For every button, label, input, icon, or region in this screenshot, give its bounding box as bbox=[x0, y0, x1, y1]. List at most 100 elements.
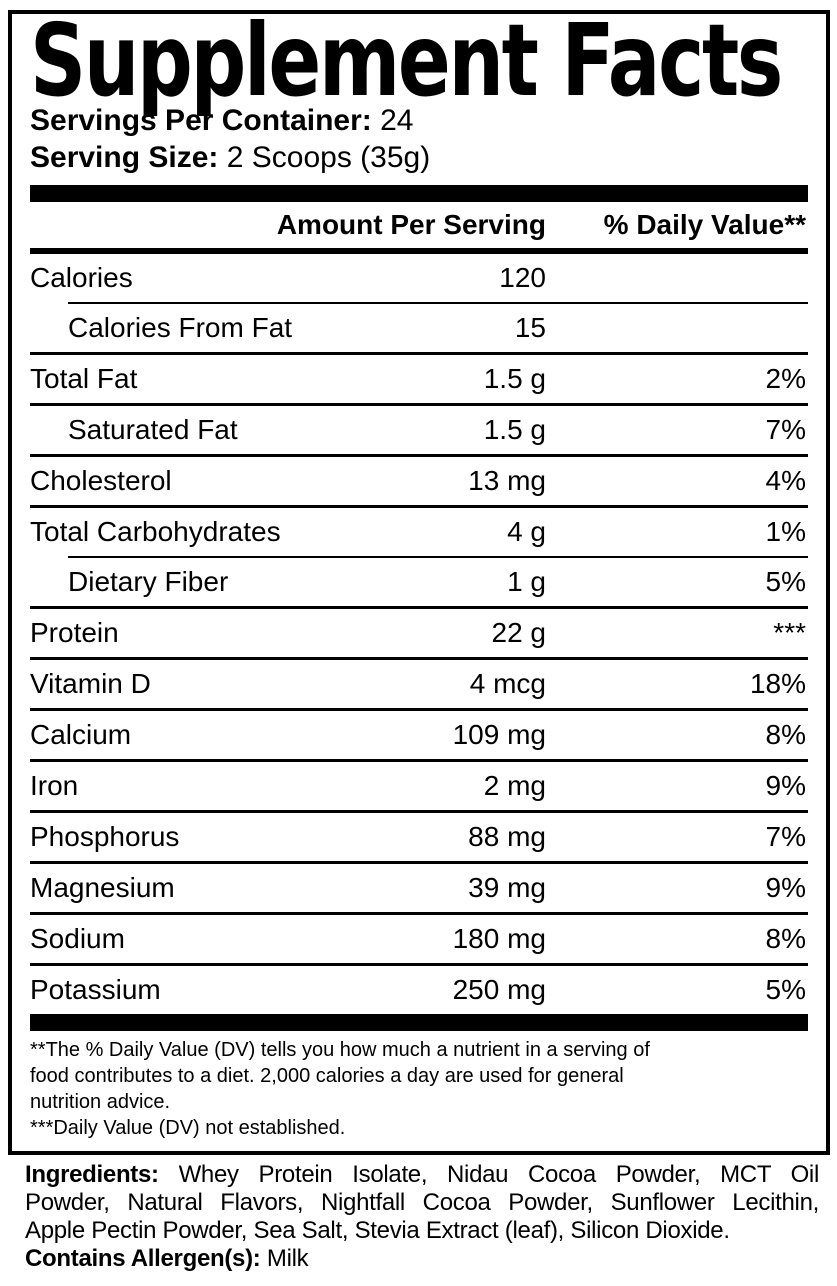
table-row-calories-from-fat: Calories From Fat 15 bbox=[30, 304, 808, 352]
ingredients-line-3: Apple Pectin Powder, Sea Salt, Stevia Ex… bbox=[25, 1217, 730, 1244]
table-row-total-carbohydrates: Total Carbohydrates 4 g 1% bbox=[30, 508, 808, 556]
table-row-potassium: Potassium 250 mg 5% bbox=[30, 966, 808, 1014]
header-daily-value: % Daily Value** bbox=[603, 209, 806, 240]
ingredients-section: Ingredients: Whey Protein Isolate, Nidau… bbox=[25, 1161, 819, 1273]
allergen-value: Milk bbox=[266, 1245, 309, 1272]
nutrient-dv: 8% bbox=[765, 719, 806, 750]
nutrient-name: Vitamin D bbox=[30, 668, 151, 699]
row-separator bbox=[30, 912, 808, 915]
nutrient-amount: 1.5 g bbox=[483, 363, 546, 394]
nutrient-amount: 13 mg bbox=[468, 465, 546, 496]
table-row-iron: Iron 2 mg 9% bbox=[30, 762, 808, 810]
nutrient-dv: 4% bbox=[765, 465, 806, 496]
nutrient-dv: 9% bbox=[765, 872, 806, 903]
nutrient-name: Dietary Fiber bbox=[68, 566, 229, 597]
header-separator bbox=[30, 248, 808, 254]
row-separator bbox=[30, 606, 808, 609]
table-row-sodium: Sodium 180 mg 8% bbox=[30, 915, 808, 963]
ingredients-text: Whey Protein Isolate, Nidau Cocoa Powder… bbox=[178, 1161, 820, 1188]
nutrient-amount: 22 g bbox=[491, 617, 547, 648]
serving-size: Serving Size: 2 Scoops (35g) bbox=[30, 139, 808, 176]
nutrient-dv: 7% bbox=[765, 414, 806, 445]
table-row-cholesterol: Cholesterol 13 mg 4% bbox=[30, 457, 808, 505]
table-header-row: Amount Per Serving % Daily Value** bbox=[30, 202, 808, 248]
row-separator bbox=[30, 505, 808, 508]
nutrient-amount: 250 mg bbox=[452, 974, 546, 1005]
nutrient-name: Iron bbox=[30, 770, 79, 801]
nutrient-amount: 120 bbox=[499, 262, 546, 293]
nutrient-amount: 109 mg bbox=[452, 719, 546, 750]
serving-size-label: Serving Size: bbox=[30, 141, 219, 174]
facts-box: Supplement Facts Servings Per Container:… bbox=[8, 10, 830, 1155]
label-title: Supplement Facts bbox=[30, 2, 808, 119]
thick-divider-bottom bbox=[30, 1014, 808, 1031]
nutrient-dv: 1% bbox=[765, 516, 806, 547]
nutrient-amount: 1.5 g bbox=[483, 414, 546, 445]
nutrient-name: Saturated Fat bbox=[68, 414, 238, 445]
nutrient-amount: 1 g bbox=[507, 566, 546, 597]
nutrient-amount: 88 mg bbox=[468, 821, 546, 852]
ingredients-label: Ingredients: bbox=[25, 1161, 159, 1188]
nutrient-name: Calories bbox=[30, 262, 133, 293]
row-separator bbox=[30, 403, 808, 406]
table-row-magnesium: Magnesium 39 mg 9% bbox=[30, 864, 808, 912]
table-row-saturated-fat: Saturated Fat 1.5 g 7% bbox=[30, 406, 808, 454]
nutrient-dv: *** bbox=[773, 617, 806, 648]
serving-size-value: 2 Scoops (35g) bbox=[226, 141, 431, 174]
servings-per-container-label: Servings Per Container: bbox=[30, 104, 372, 137]
nutrient-dv: 5% bbox=[765, 566, 806, 597]
table-row-dietary-fiber: Dietary Fiber 1 g 5% bbox=[30, 558, 808, 606]
nutrient-name: Potassium bbox=[30, 974, 161, 1005]
ingredients-line-1: Ingredients: Whey Protein Isolate, Nidau… bbox=[25, 1161, 819, 1189]
ingredients-line-2: Powder, Natural Flavors, Nightfall Cocoa… bbox=[25, 1189, 819, 1216]
nutrient-dv: 9% bbox=[765, 770, 806, 801]
nutrient-amount: 2 mg bbox=[483, 770, 546, 801]
thick-divider-top bbox=[30, 185, 808, 202]
nutrient-name: Magnesium bbox=[30, 872, 175, 903]
row-separator bbox=[30, 708, 808, 711]
servings-per-container: Servings Per Container: 24 bbox=[30, 102, 808, 139]
nutrient-amount: 4 g bbox=[507, 516, 546, 547]
row-separator bbox=[30, 352, 808, 355]
footnote-line: nutrition advice. bbox=[30, 1091, 171, 1113]
nutrient-name: Calcium bbox=[30, 719, 132, 750]
nutrient-dv: 2% bbox=[765, 363, 806, 394]
table-row-calories: Calories 120 bbox=[30, 254, 808, 302]
row-separator bbox=[30, 810, 808, 813]
row-separator bbox=[30, 657, 808, 660]
nutrient-dv: 8% bbox=[765, 923, 806, 954]
nutrient-amount: 180 mg bbox=[452, 923, 546, 954]
table-row-vitamin-d: Vitamin D 4 mcg 18% bbox=[30, 660, 808, 708]
nutrient-name: Sodium bbox=[30, 923, 125, 954]
nutrient-name: Phosphorus bbox=[30, 821, 180, 852]
footnote-line: food contributes to a diet. 2,000 calori… bbox=[30, 1065, 624, 1087]
footnote-line: **The % Daily Value (DV) tells you how m… bbox=[30, 1039, 650, 1061]
row-separator bbox=[68, 556, 808, 558]
nutrient-name: Cholesterol bbox=[30, 465, 172, 496]
allergen-line: Contains Allergen(s): Milk bbox=[25, 1245, 819, 1273]
nutrient-dv: 18% bbox=[749, 668, 806, 699]
nutrient-name: Calories From Fat bbox=[68, 312, 293, 343]
table-row-calcium: Calcium 109 mg 8% bbox=[30, 711, 808, 759]
nutrient-amount: 15 bbox=[514, 312, 546, 343]
nutrient-amount: 4 mcg bbox=[469, 668, 546, 699]
allergen-label: Contains Allergen(s): bbox=[25, 1245, 261, 1272]
row-separator bbox=[68, 302, 808, 304]
row-separator bbox=[30, 861, 808, 864]
nutrient-dv: 7% bbox=[765, 821, 806, 852]
nutrient-name: Total Fat bbox=[30, 363, 138, 394]
table-row-phosphorus: Phosphorus 88 mg 7% bbox=[30, 813, 808, 861]
table-row-total-fat: Total Fat 1.5 g 2% bbox=[30, 355, 808, 403]
label-title-text: Supplement Facts bbox=[30, 2, 783, 119]
row-separator bbox=[30, 454, 808, 457]
nutrient-name: Protein bbox=[30, 617, 119, 648]
servings-per-container-value: 24 bbox=[380, 104, 414, 137]
nutrient-name: Total Carbohydrates bbox=[30, 516, 281, 547]
header-amount-per-serving: Amount Per Serving bbox=[276, 209, 546, 240]
row-separator bbox=[30, 759, 808, 762]
footnotes: **The % Daily Value (DV) tells you how m… bbox=[30, 1031, 808, 1143]
row-separator bbox=[30, 963, 808, 966]
footnote-line: ***Daily Value (DV) not established. bbox=[30, 1117, 346, 1139]
nutrient-amount: 39 mg bbox=[468, 872, 546, 903]
supplement-facts-label: Supplement Facts Servings Per Container:… bbox=[0, 10, 837, 1273]
